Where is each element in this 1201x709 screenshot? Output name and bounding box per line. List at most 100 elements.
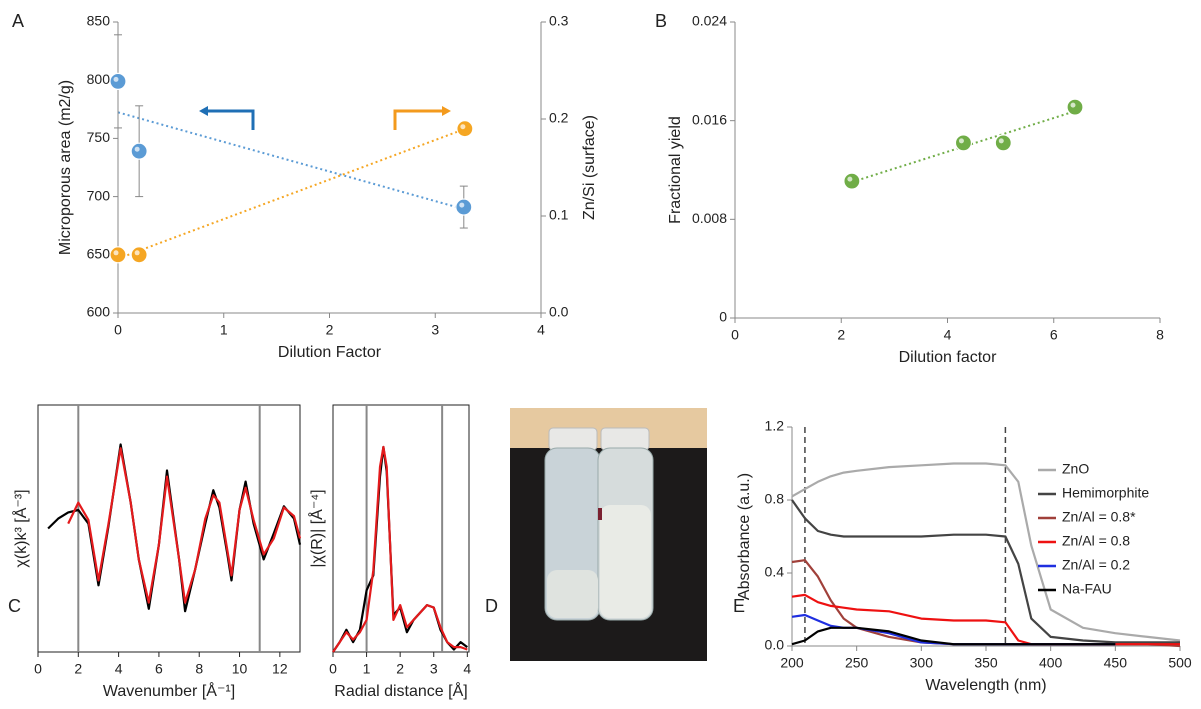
y-tick-label: 0.016 — [692, 111, 727, 127]
x-tick-label: 4 — [944, 327, 952, 343]
x-axis-label: Wavenumber [Å⁻¹] — [103, 681, 235, 700]
arrow-left — [205, 109, 255, 130]
point-highlight — [998, 138, 1004, 144]
panel-letter: B — [655, 11, 667, 31]
y-tick-label: 0.008 — [692, 210, 727, 226]
y-tick-label: 0.0 — [765, 637, 785, 653]
legend-label: Na-FAU — [1062, 581, 1112, 597]
x-tick-label: 6 — [1050, 327, 1058, 343]
data-line — [332, 445, 468, 653]
y-tick-label: 600 — [87, 304, 111, 320]
data-point — [130, 246, 148, 264]
point-highlight — [134, 250, 140, 256]
trendline — [851, 110, 1076, 184]
data-line — [791, 499, 1180, 644]
trendline — [117, 128, 466, 260]
x-axis-label: Dilution factor — [899, 349, 997, 366]
y-axis-label: Fractional yield — [667, 116, 684, 224]
y2-tick-label: 0.3 — [549, 13, 569, 29]
y-axis-label: Microporous area (m2/g) — [57, 80, 74, 255]
data-line — [791, 626, 1116, 646]
x-tick-label: 8 — [1156, 327, 1164, 343]
legend-label: Zn/Al = 0.8 — [1062, 533, 1130, 549]
data-point — [456, 120, 474, 138]
direction-arrows — [199, 106, 451, 130]
arrow-right — [393, 109, 445, 130]
x-tick-label: 4 — [463, 661, 471, 677]
x-tick-label: 8 — [195, 661, 203, 677]
point-highlight — [847, 176, 853, 182]
point-highlight — [113, 76, 119, 82]
x-tick-label: 2 — [326, 322, 334, 338]
legend-label: Zn/Al = 0.2 — [1062, 557, 1130, 573]
arrow-head — [199, 106, 208, 116]
data-line — [791, 593, 1180, 646]
y-tick-label: 1.2 — [765, 418, 785, 434]
x-tick-label: 4 — [115, 661, 123, 677]
y-tick-label: 0.8 — [765, 491, 785, 507]
y2-tick-label: 0.1 — [549, 207, 569, 223]
trendline — [117, 111, 465, 211]
x-tick-label: 12 — [272, 661, 288, 677]
y-axis-label: χ(k)k³ [Å⁻³] — [11, 489, 30, 567]
y-tick-label: 850 — [87, 13, 111, 29]
y-axis-label: |χ(R)| [Å⁻⁴] — [307, 489, 326, 567]
y-tick-label: 750 — [87, 129, 111, 145]
plot-frame — [37, 404, 301, 653]
point-highlight — [460, 124, 466, 130]
x-tick-label: 0 — [329, 661, 337, 677]
y-tick-label: 800 — [87, 71, 111, 87]
x-axis-label: Wavelength (nm) — [925, 677, 1046, 694]
data-line — [791, 462, 1181, 642]
x-axis-label: Radial distance [Å] — [334, 681, 467, 700]
legend-label: ZnO — [1062, 461, 1089, 477]
x-tick-label: 500 — [1168, 655, 1192, 671]
x-tick-label: 2 — [74, 661, 82, 677]
x-tick-label: 2 — [837, 327, 845, 343]
data-point — [109, 72, 127, 90]
vial-photo — [510, 408, 707, 661]
legend-label: Zn/Al = 0.8* — [1062, 509, 1136, 525]
x-tick-label: 3 — [431, 322, 439, 338]
x-tick-label: 200 — [780, 655, 804, 671]
x-tick-label: 300 — [910, 655, 934, 671]
x-axis-label: Dilution Factor — [278, 344, 382, 361]
data-point — [994, 134, 1012, 152]
x-tick-label: 0 — [731, 327, 739, 343]
panel-letter: C — [8, 596, 21, 616]
plot-frame — [332, 404, 470, 653]
x-tick-label: 250 — [845, 655, 869, 671]
y-axis-label: Absorbance (a.u.) — [736, 473, 753, 600]
x-tick-label: 10 — [232, 661, 248, 677]
y2-tick-label: 0.2 — [549, 110, 569, 126]
data-point — [843, 172, 861, 190]
point-highlight — [134, 146, 140, 152]
data-point — [109, 246, 127, 264]
data-line — [332, 445, 468, 653]
data-line — [67, 447, 302, 604]
x-tick-label: 0 — [114, 322, 122, 338]
point-highlight — [459, 202, 465, 208]
point-highlight — [1070, 102, 1076, 108]
y-tick-label: 650 — [87, 246, 111, 262]
data-point — [954, 134, 973, 152]
x-tick-label: 450 — [1104, 655, 1128, 671]
point-highlight — [958, 138, 964, 144]
data-point — [1066, 98, 1084, 116]
y-tick-label: 0.4 — [765, 564, 785, 580]
x-tick-label: 3 — [430, 661, 438, 677]
x-tick-label: 4 — [537, 322, 545, 338]
y2-tick-label: 0.0 — [549, 304, 569, 320]
x-tick-label: 2 — [396, 661, 404, 677]
x-tick-label: 350 — [974, 655, 998, 671]
legend-label: Hemimorphite — [1062, 485, 1149, 501]
x-tick-label: 1 — [363, 661, 371, 677]
y-tick-label: 700 — [87, 187, 111, 203]
y-tick-label: 0.024 — [692, 13, 727, 29]
x-tick-label: 1 — [220, 322, 228, 338]
data-point — [455, 198, 473, 216]
y2-axis-label: Zn/Si (surface) — [581, 115, 598, 220]
point-highlight — [113, 250, 119, 256]
arrow-head — [442, 106, 451, 116]
x-tick-label: 6 — [155, 661, 163, 677]
